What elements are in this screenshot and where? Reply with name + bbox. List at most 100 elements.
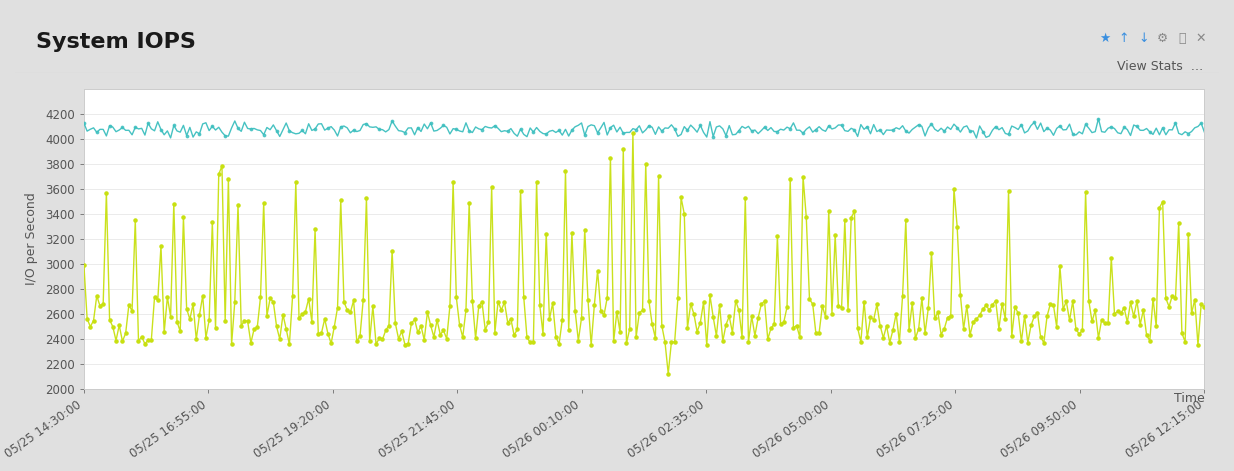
Point <box>334 298 354 306</box>
Point <box>1102 123 1122 131</box>
Point <box>948 223 967 230</box>
Point <box>344 297 364 304</box>
Point <box>170 328 190 335</box>
Point <box>447 293 466 301</box>
Point <box>677 127 697 134</box>
Point <box>922 249 942 257</box>
Point <box>112 124 132 131</box>
Point <box>505 332 524 339</box>
Point <box>299 295 318 302</box>
Point <box>601 154 621 162</box>
Point <box>475 326 495 333</box>
Point <box>90 302 110 309</box>
Point <box>202 122 222 130</box>
Point <box>980 306 1000 314</box>
Point <box>1178 130 1198 138</box>
Point <box>835 217 855 224</box>
Point <box>700 292 719 299</box>
Point <box>408 124 428 131</box>
Point <box>1022 322 1041 329</box>
Point <box>796 213 816 221</box>
Point <box>132 333 152 341</box>
Point <box>164 122 184 129</box>
Point <box>671 194 691 201</box>
Point <box>543 300 563 307</box>
Point <box>1024 119 1044 126</box>
Text: ↑: ↑ <box>1119 32 1129 45</box>
Point <box>443 179 463 186</box>
Point <box>703 313 723 321</box>
Point <box>675 210 695 218</box>
Point <box>742 313 761 320</box>
Point <box>555 168 575 175</box>
Point <box>449 321 469 328</box>
Point <box>944 185 964 193</box>
Point <box>1004 303 1024 310</box>
Point <box>401 320 421 327</box>
Point <box>138 120 158 127</box>
Point <box>473 126 492 133</box>
Point <box>369 126 389 133</box>
Point <box>575 131 595 139</box>
Point <box>819 207 839 214</box>
Point <box>112 338 132 345</box>
Point <box>787 322 807 329</box>
Point <box>1191 119 1211 127</box>
Point <box>966 316 986 323</box>
Point <box>755 297 775 305</box>
Point <box>321 340 341 347</box>
Point <box>880 339 900 346</box>
Point <box>1102 254 1122 261</box>
Point <box>1195 303 1214 310</box>
Point <box>383 247 402 254</box>
Point <box>816 313 835 321</box>
Point <box>998 187 1018 195</box>
Point <box>768 128 787 135</box>
Point <box>100 122 120 130</box>
Point <box>373 336 392 343</box>
Point <box>347 338 366 345</box>
Point <box>521 339 540 346</box>
Point <box>553 316 573 324</box>
Point <box>283 292 302 300</box>
Point <box>507 325 527 333</box>
Point <box>870 322 890 329</box>
Point <box>215 317 234 325</box>
Point <box>742 127 761 135</box>
Point <box>257 312 276 320</box>
Point <box>549 127 569 134</box>
Point <box>559 326 579 334</box>
Text: ★: ★ <box>1099 32 1111 45</box>
Point <box>1185 296 1204 303</box>
Point <box>1018 339 1038 347</box>
Point <box>1030 333 1050 341</box>
Point <box>366 341 386 348</box>
Point <box>832 122 851 129</box>
Point <box>292 310 312 318</box>
Point <box>489 298 508 305</box>
Point <box>1114 304 1134 312</box>
Point <box>665 338 685 346</box>
Point <box>529 302 549 309</box>
Point <box>1191 300 1211 308</box>
Point <box>1040 300 1060 308</box>
Point <box>1070 330 1090 338</box>
Point <box>950 292 970 299</box>
Point <box>545 333 565 341</box>
Point <box>485 329 505 336</box>
Point <box>267 127 286 135</box>
Point <box>916 329 935 337</box>
Point <box>74 261 94 269</box>
Point <box>344 126 364 134</box>
Point <box>906 334 926 342</box>
Point <box>1038 124 1058 132</box>
Point <box>876 322 896 330</box>
Point <box>202 219 222 226</box>
Point <box>940 312 960 319</box>
Point <box>780 175 800 183</box>
Point <box>1172 330 1192 337</box>
Point <box>399 340 418 347</box>
Point <box>1050 262 1070 270</box>
Point <box>649 172 669 179</box>
Point <box>761 325 781 332</box>
